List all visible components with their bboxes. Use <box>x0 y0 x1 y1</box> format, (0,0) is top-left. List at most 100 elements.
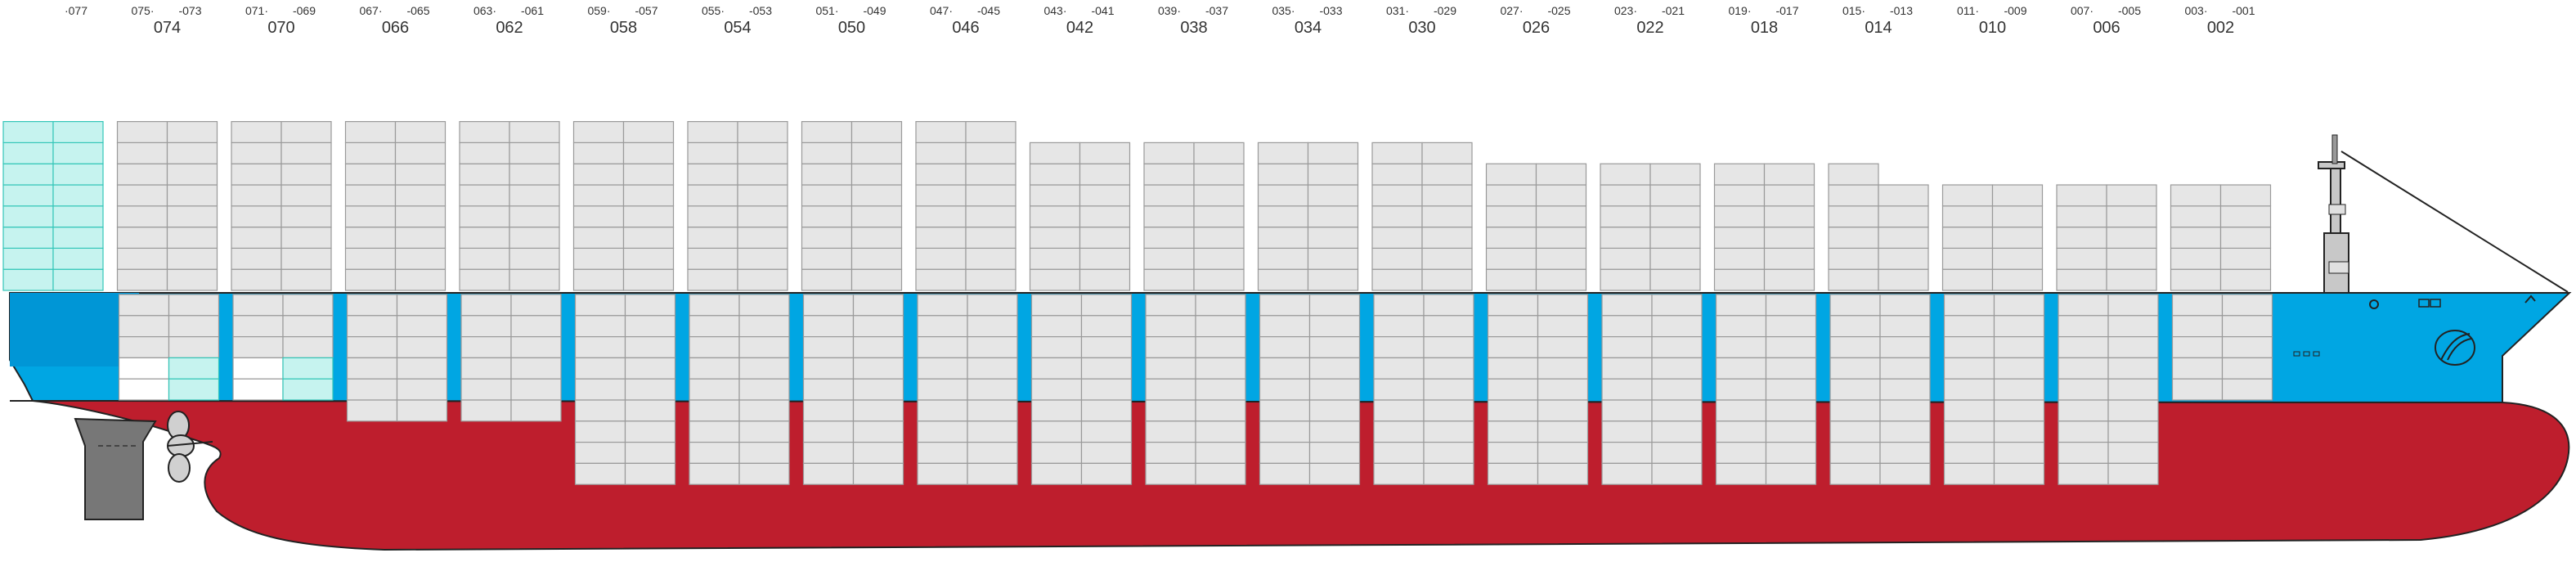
bay-label: 031· <box>1386 4 1409 17</box>
deck-container <box>850 142 903 164</box>
deck-container <box>459 247 510 270</box>
deck-container <box>509 121 560 144</box>
hold-container <box>1195 399 1246 422</box>
deck-container <box>52 163 104 186</box>
deck-container <box>1991 247 2044 270</box>
hold-container <box>967 462 1018 485</box>
deck-container <box>2106 247 2157 270</box>
deck-container <box>344 227 397 250</box>
hold-container <box>168 294 220 317</box>
hold-container <box>1765 336 1817 359</box>
deck-container <box>1307 142 1359 164</box>
deck-container <box>2219 205 2272 228</box>
hold-container <box>282 336 334 359</box>
deck-container <box>1600 205 1651 228</box>
deck-container <box>1421 163 1473 186</box>
deck-container <box>1828 163 1879 186</box>
hold-container <box>1080 378 1133 401</box>
deck-container <box>1257 227 1309 250</box>
hold-container <box>967 399 1018 422</box>
hold-container <box>1259 378 1311 401</box>
hold-container <box>460 336 512 359</box>
hold-container <box>1030 315 1083 338</box>
bay-label: 059· <box>587 4 610 17</box>
deck-container <box>1941 247 1994 270</box>
deck-container <box>687 142 738 164</box>
deck-container <box>1828 184 1879 207</box>
hold-container <box>1537 378 1589 401</box>
deck-container <box>687 247 738 270</box>
bay-label: 075· <box>131 4 154 17</box>
deck-container <box>344 247 397 270</box>
bay-label: 054 <box>724 19 751 37</box>
hold-container <box>510 294 562 317</box>
hold-container <box>1145 294 1196 317</box>
hold-container <box>1308 336 1361 359</box>
deck-container <box>52 142 104 164</box>
hold-container <box>1715 420 1767 443</box>
hold-container <box>1145 441 1196 464</box>
hold-container <box>2221 336 2273 359</box>
porthole-icon <box>2293 299 2441 357</box>
hold-container <box>917 315 968 338</box>
deck-container <box>116 142 168 164</box>
hold-container <box>802 399 855 422</box>
deck-container <box>1485 163 1537 186</box>
hold-container <box>1145 357 1196 380</box>
hold-container <box>738 378 790 401</box>
deck-container <box>1713 247 1766 270</box>
deck-container <box>1485 268 1537 291</box>
deck-container <box>801 247 853 270</box>
deck-container <box>394 184 447 207</box>
hold-container <box>1765 294 1817 317</box>
hold-container <box>738 315 790 338</box>
hold-container <box>396 357 448 380</box>
hold-container <box>738 357 790 380</box>
hold-container <box>917 294 968 317</box>
bay-label: -053 <box>749 4 772 17</box>
deck-container <box>509 268 560 291</box>
deck-container <box>915 205 967 228</box>
deck-container <box>1991 205 2044 228</box>
bay-label: 058 <box>610 19 637 37</box>
bay-label: -021 <box>1662 4 1685 17</box>
deck-container <box>52 184 104 207</box>
hold-container <box>852 378 904 401</box>
hold-container <box>802 441 855 464</box>
deck-container <box>572 142 625 164</box>
hold-container <box>232 336 284 359</box>
hold-container <box>1879 378 1931 401</box>
hold-container <box>1601 462 1653 485</box>
hold-container <box>574 378 626 401</box>
hold-container <box>624 336 676 359</box>
hold-container <box>1423 441 1474 464</box>
bay-label: 011· <box>1957 4 1979 17</box>
hold-container <box>232 357 284 380</box>
hold-container <box>1879 462 1931 485</box>
deck-container <box>459 163 510 186</box>
bay-label: 015· <box>1842 4 1865 17</box>
hold-container <box>1943 462 1995 485</box>
deck-container <box>166 184 218 207</box>
deck-container <box>1878 268 1929 291</box>
hold-container <box>1715 399 1767 422</box>
hold-container <box>852 441 904 464</box>
hold-container <box>2058 399 2109 422</box>
hold-container <box>852 462 904 485</box>
hold-container <box>738 294 790 317</box>
bay-label: 023· <box>1614 4 1637 17</box>
bay-label: -065 <box>406 4 429 17</box>
hold-container <box>1601 357 1653 380</box>
hold-container <box>1993 420 2045 443</box>
hold-container <box>1601 315 1653 338</box>
deck-container <box>801 184 853 207</box>
deck-container <box>1029 268 1081 291</box>
deck-container <box>1421 247 1473 270</box>
hold-container <box>574 462 626 485</box>
hold-container <box>1765 378 1817 401</box>
hold-container <box>1487 357 1539 380</box>
hold-container <box>1308 315 1361 338</box>
hold-container <box>689 420 740 443</box>
hold-container <box>282 378 334 401</box>
deck-container <box>2056 268 2107 291</box>
